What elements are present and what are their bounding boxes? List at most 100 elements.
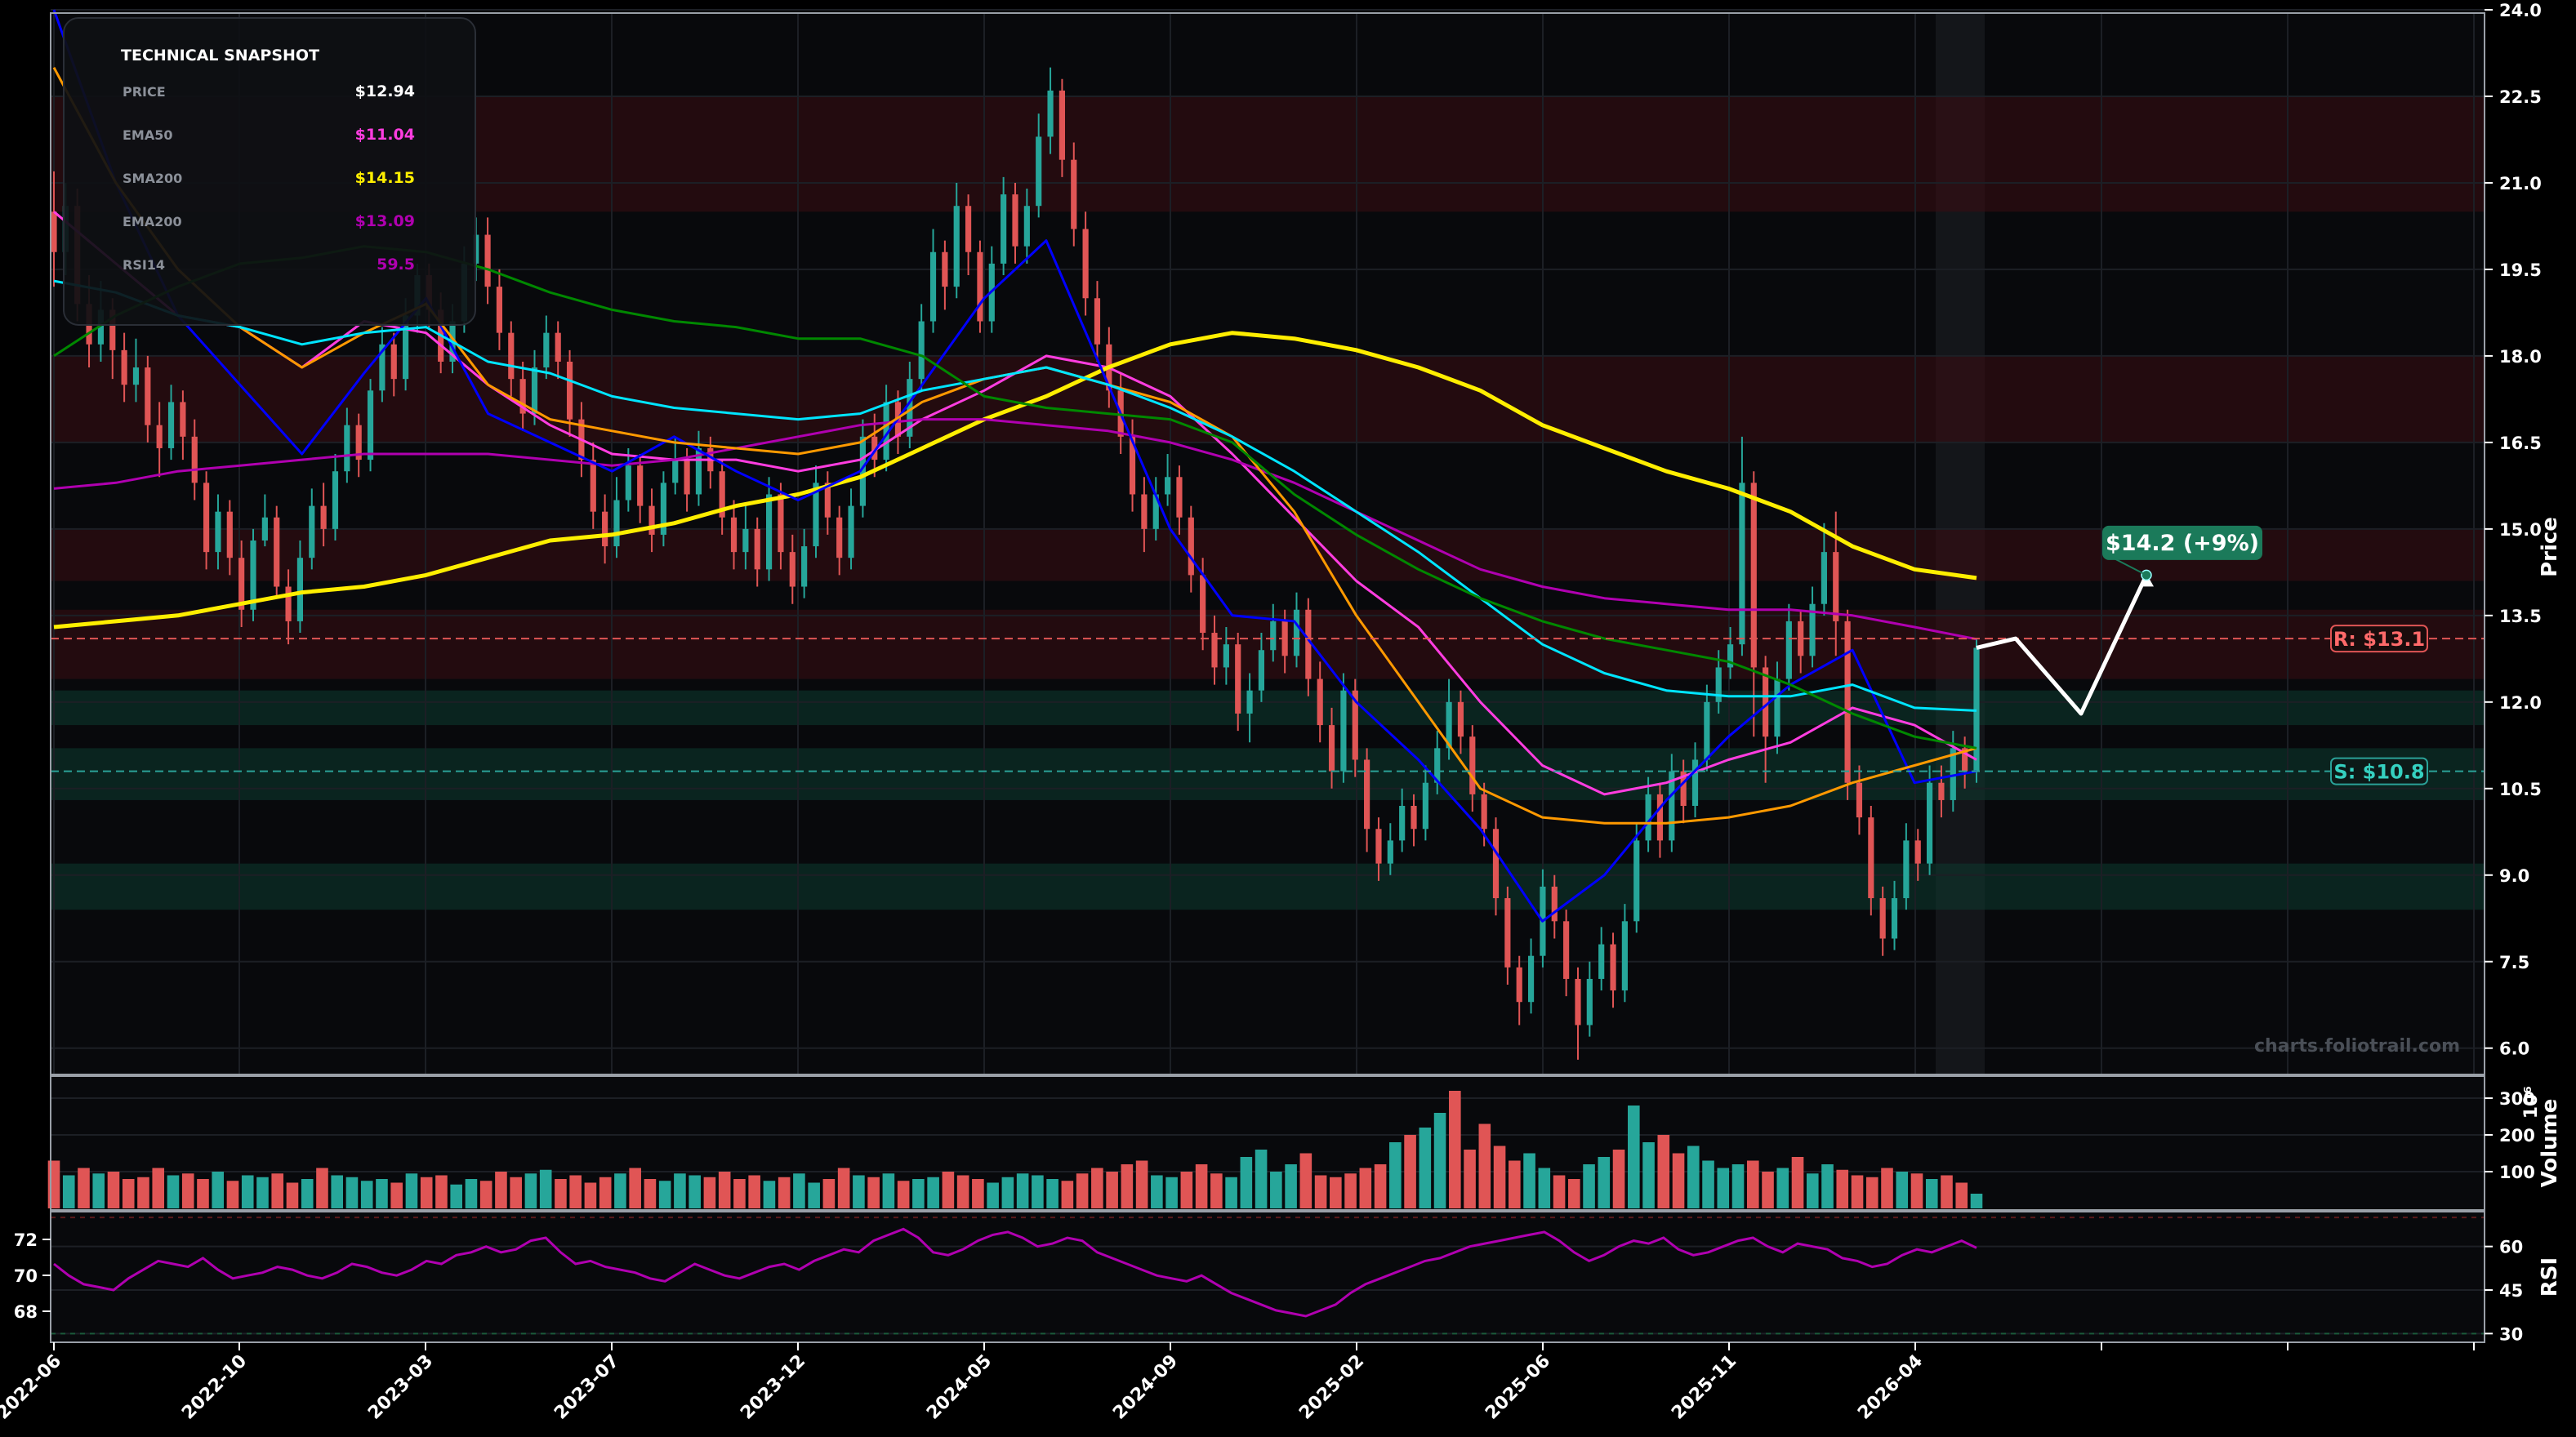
- price-tick-label: 22.5: [2499, 87, 2542, 107]
- volume-bar: [167, 1175, 180, 1208]
- candle-body: [496, 287, 503, 333]
- snapshot-background: [63, 17, 476, 326]
- candle-body: [1141, 494, 1148, 529]
- volume-bar: [495, 1172, 507, 1208]
- resistance-label: R: $13.1: [2330, 625, 2428, 653]
- candle-body: [531, 367, 538, 414]
- volume-bar: [1538, 1168, 1551, 1208]
- volume-bar: [1612, 1150, 1625, 1208]
- candle-body: [1305, 609, 1312, 679]
- candle-body: [1223, 644, 1229, 668]
- volume-bar: [1672, 1153, 1685, 1208]
- candle-body: [813, 483, 819, 547]
- volume-bar: [584, 1182, 597, 1208]
- candle-body: [1200, 575, 1206, 634]
- volume-bar: [465, 1179, 478, 1208]
- target-label: $14.2 (+9%): [2102, 525, 2262, 560]
- volume-bar: [912, 1179, 925, 1208]
- candle-body: [1071, 159, 1077, 229]
- volume-bar: [1165, 1177, 1178, 1208]
- price-tick-label: 10.5: [2499, 780, 2542, 799]
- candle-body: [602, 511, 608, 547]
- candle-body: [953, 206, 960, 287]
- volume-panel-frame: [50, 1075, 2485, 1211]
- candle-body: [859, 436, 866, 506]
- rsi-line: [53, 1227, 1977, 1318]
- snapshot-row-label: RSI14: [123, 257, 165, 273]
- volume-bar: [793, 1173, 805, 1208]
- candle-body: [1739, 483, 1745, 645]
- candle-body: [695, 447, 702, 495]
- volume-bar: [181, 1173, 194, 1208]
- rsi-panel: [50, 1211, 2485, 1343]
- volume-bar: [1731, 1164, 1745, 1208]
- support-zones: [51, 690, 2485, 910]
- watermark: charts.foliotrail.com: [2254, 1036, 2460, 1057]
- candle-body: [1411, 806, 1417, 830]
- candle-body: [1868, 817, 1874, 899]
- candle-body: [1926, 782, 1933, 864]
- price-tick-label: 24.0: [2499, 1, 2542, 20]
- volume-bar: [569, 1175, 582, 1208]
- candle-body: [1527, 955, 1535, 1003]
- volume-bar: [1478, 1123, 1491, 1208]
- snapshot-row-label: PRICE: [123, 84, 166, 100]
- rsi-axis: 30 45 60 72 70 68: [14, 1230, 2523, 1344]
- volume-bar: [1642, 1142, 1655, 1208]
- candle-body: [1586, 978, 1593, 1025]
- volume-bar: [241, 1175, 254, 1208]
- projection-line: [1976, 574, 2149, 716]
- candle-body: [1715, 667, 1722, 702]
- price-tick-label: 19.5: [2499, 260, 2542, 280]
- candle-body: [824, 483, 831, 518]
- candle-body: [1610, 944, 1616, 991]
- ma-line-sma20: [52, 9, 1977, 923]
- target-label-box: [2102, 525, 2262, 560]
- candle-body: [355, 425, 362, 460]
- support-label-text: S: $10.8: [2333, 761, 2424, 784]
- candle-body: [226, 511, 233, 558]
- candle-body: [1446, 701, 1452, 749]
- volume-bar: [226, 1181, 239, 1208]
- volume-bar: [1225, 1177, 1237, 1208]
- candle-body: [145, 367, 151, 425]
- candle-body: [1036, 136, 1042, 207]
- volume-panel: [47, 1075, 2485, 1211]
- price-tick-label: 7.5: [2499, 953, 2529, 972]
- candle-body: [132, 367, 140, 385]
- candle-body: [296, 558, 304, 621]
- candle-body: [1129, 436, 1136, 495]
- candle-body: [261, 517, 268, 541]
- volume-bar: [1285, 1164, 1297, 1208]
- volume-axis-label: Volume: [2538, 1099, 2562, 1188]
- snapshot-row-value: 59.5: [377, 256, 415, 274]
- volume-bar: [1553, 1175, 1566, 1208]
- volume-tick-label: 200: [2499, 1126, 2535, 1146]
- volume-bar: [1568, 1179, 1580, 1208]
- volume-bar: [1061, 1181, 1074, 1208]
- volume-bar: [479, 1181, 492, 1208]
- volume-bar: [286, 1182, 299, 1208]
- candle-body: [942, 251, 948, 287]
- candle-body: [1481, 794, 1487, 830]
- candle-body: [1598, 944, 1605, 979]
- volume-exponent-label: 10⁶: [2521, 1086, 2542, 1119]
- candle-body: [1821, 552, 1827, 604]
- candle-body: [1422, 782, 1428, 830]
- candle-body: [367, 390, 374, 460]
- volume-bar: [867, 1177, 880, 1208]
- candle-body: [109, 309, 116, 350]
- candle-body: [1340, 690, 1347, 772]
- candle-body: [1856, 782, 1863, 818]
- candle-body: [1914, 840, 1921, 864]
- volume-axis: 100 200 300: [2485, 1089, 2535, 1182]
- candle-body: [730, 517, 738, 553]
- volume-bar: [882, 1173, 895, 1208]
- volume-bar: [599, 1177, 612, 1208]
- candlestick-series: [51, 67, 1980, 1060]
- candle-body: [1962, 748, 1968, 772]
- rsi-left-tick-label: 70: [14, 1266, 38, 1286]
- volume-bar: [1970, 1194, 1983, 1208]
- volume-bar: [1389, 1142, 1402, 1208]
- volume-bar: [703, 1177, 716, 1208]
